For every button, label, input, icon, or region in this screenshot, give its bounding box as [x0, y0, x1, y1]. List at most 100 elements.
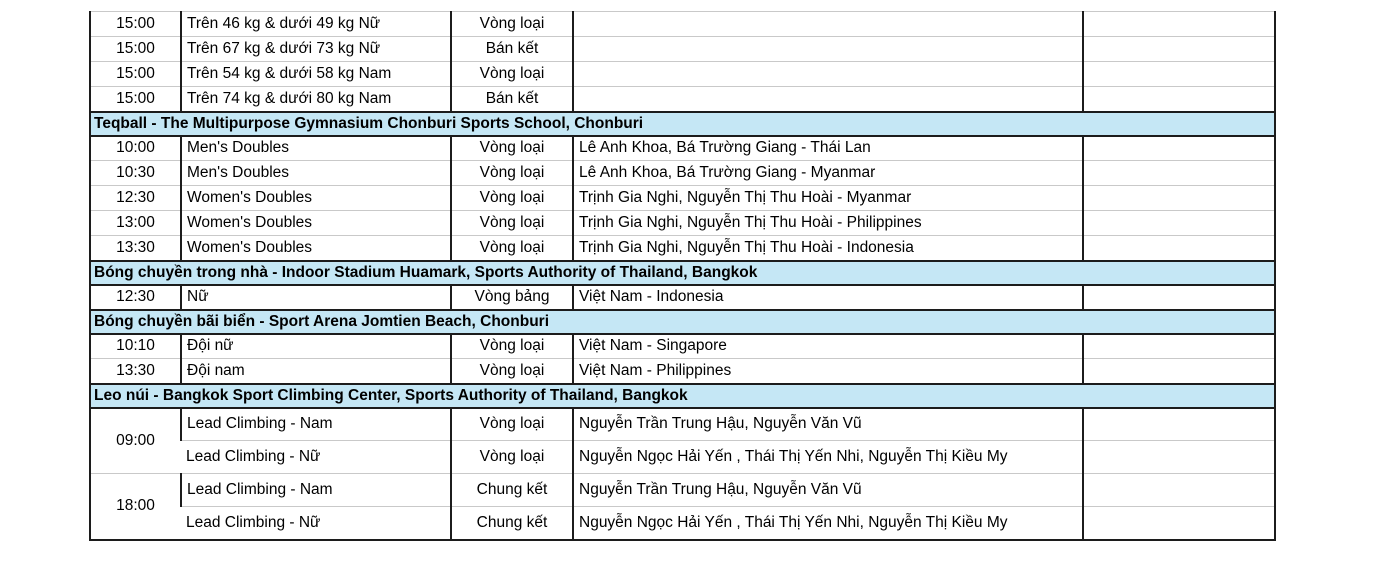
section-row: Bóng chuyền bãi biển - Sport Arena Jomti…: [90, 308, 1275, 335]
round-cell: Vòng loại: [450, 185, 573, 211]
result-cell: [1082, 135, 1275, 161]
result-cell: [1082, 86, 1275, 112]
result-cell: [1082, 185, 1275, 211]
participants-cell: Nguyễn Ngọc Hải Yến , Thái Thị Yến Nhi, …: [572, 440, 1083, 474]
event-cell: Women's Doubles: [180, 235, 451, 261]
participants-cell: Nguyễn Ngọc Hải Yến , Thái Thị Yến Nhi, …: [572, 506, 1083, 540]
time-cell: 12:30: [90, 284, 181, 310]
event-cell: Trên 46 kg & dưới 49 kg Nữ: [180, 11, 451, 37]
time-cell: 13:30: [90, 235, 181, 261]
section-row: Bóng chuyền trong nhà - Indoor Stadium H…: [90, 259, 1275, 286]
time-cell: 10:00: [90, 135, 181, 161]
result-cell: [1082, 160, 1275, 186]
schedule-body: 15:00 Trên 46 kg & dưới 49 kg Nữ Vòng loại…: [90, 11, 1275, 540]
table-row: 12:30 Women's Doubles Vòng loại Trịnh Gia N…: [90, 185, 1275, 211]
round-cell: Vòng loại: [450, 11, 573, 37]
participants-cell: [572, 36, 1083, 62]
table-row: 18:00 Lead Climbing - Nam Chung kết Nguyễn …: [90, 473, 1275, 540]
event-cell: Lead Climbing - Nữ: [181, 506, 451, 540]
time-cell: 15:00: [90, 61, 181, 87]
participants-cell: [572, 61, 1083, 87]
time-cell: 18:00: [90, 473, 181, 540]
result-cell: [1082, 284, 1275, 310]
schedule-sheet: 15:00 Trên 46 kg & dưới 49 kg Nữ Vòng loại…: [89, 11, 1276, 541]
round-cell: Vòng loại: [450, 135, 573, 161]
table-row: 15:00 Trên 67 kg & dưới 73 kg Nữ Bán kết: [90, 36, 1275, 62]
table-row: Lead Climbing - Nữ Vòng loại Nguyễn Ngọc H…: [90, 440, 1275, 474]
round-cell: Vòng loại: [450, 407, 573, 441]
event-cell: Nữ: [180, 284, 451, 310]
participants-cell: Nguyễn Trần Trung Hậu, Nguyễn Văn Vũ: [572, 473, 1083, 507]
event-cell: Men's Doubles: [180, 135, 451, 161]
round-cell: Bán kết: [450, 36, 573, 62]
section-header: Leo núi - Bangkok Sport Climbing Center,…: [90, 382, 1275, 409]
round-cell: Vòng loại: [450, 333, 573, 359]
table-row: 13:00 Women's Doubles Vòng loại Trịnh Gia N…: [90, 210, 1275, 236]
section-header: Bóng chuyền bãi biển - Sport Arena Jomti…: [90, 308, 1275, 335]
round-cell: Vòng loại: [450, 160, 573, 186]
result-cell: [1082, 473, 1275, 507]
participants-cell: Việt Nam - Singapore: [572, 333, 1083, 359]
event-cell: Lead Climbing - Nam: [180, 473, 451, 507]
table-row: 10:10 Đội nữ Vòng loại Việt Nam - Singapore: [90, 333, 1275, 359]
event-cell: Trên 74 kg & dưới 80 kg Nam: [180, 86, 451, 112]
round-cell: Vòng loại: [450, 440, 573, 474]
participants-cell: Trịnh Gia Nghi, Nguyễn Thị Thu Hoài - Ph…: [572, 210, 1083, 236]
section-header: Bóng chuyền trong nhà - Indoor Stadium H…: [90, 259, 1275, 286]
table-row: 13:30 Women's Doubles Vòng loại Trịnh Gia N…: [90, 235, 1275, 261]
table-row: 10:00 Men's Doubles Vòng loại Lê Anh Khoa, …: [90, 135, 1275, 161]
event-cell: Women's Doubles: [180, 185, 451, 211]
round-cell: Vòng loại: [450, 235, 573, 261]
time-cell: 15:00: [90, 11, 181, 37]
event-cell: Men's Doubles: [180, 160, 451, 186]
event-cell: Lead Climbing - Nữ: [181, 440, 451, 474]
time-cell: 15:00: [90, 36, 181, 62]
result-cell: [1082, 358, 1275, 384]
result-cell: [1082, 440, 1275, 474]
event-cell: Women's Doubles: [180, 210, 451, 236]
participants-cell: Lê Anh Khoa, Bá Trường Giang - Myanmar: [572, 160, 1083, 186]
time-cell: 13:30: [90, 358, 181, 384]
result-cell: [1082, 407, 1275, 441]
round-cell: Vòng bảng: [450, 284, 573, 310]
result-cell: [1082, 506, 1275, 540]
result-cell: [1082, 235, 1275, 261]
event-cell: Trên 67 kg & dưới 73 kg Nữ: [180, 36, 451, 62]
table-row: 12:30 Nữ Vòng bảng Việt Nam - Indonesia: [90, 284, 1275, 310]
table-row: 15:00 Trên 54 kg & dưới 58 kg Nam Vòng loạ…: [90, 61, 1275, 87]
participants-cell: [572, 86, 1083, 112]
table-row: 13:30 Đội nam Vòng loại Việt Nam - Philippi…: [90, 358, 1275, 384]
time-cell: 10:30: [90, 160, 181, 186]
result-cell: [1082, 333, 1275, 359]
result-cell: [1082, 11, 1275, 37]
participants-cell: Lê Anh Khoa, Bá Trường Giang - Thái Lan: [572, 135, 1083, 161]
event-cell: Trên 54 kg & dưới 58 kg Nam: [180, 61, 451, 87]
event-cell: Lead Climbing - Nam: [180, 407, 451, 441]
round-cell: Bán kết: [450, 86, 573, 112]
table-row: 09:00 Lead Climbing - Nam Vòng loại Nguyễn …: [90, 407, 1275, 474]
participants-cell: [572, 11, 1083, 37]
participants-cell: Trịnh Gia Nghi, Nguyễn Thị Thu Hoài - In…: [572, 235, 1083, 261]
section-header: Teqball - The Multipurpose Gymnasium Cho…: [90, 110, 1275, 137]
table-row: 10:30 Men's Doubles Vòng loại Lê Anh Khoa, …: [90, 160, 1275, 186]
time-cell: 12:30: [90, 185, 181, 211]
result-cell: [1082, 210, 1275, 236]
event-cell: Đội nữ: [180, 333, 451, 359]
time-cell: 15:00: [90, 86, 181, 112]
participants-cell: Việt Nam - Philippines: [572, 358, 1083, 384]
section-row: Teqball - The Multipurpose Gymnasium Cho…: [90, 110, 1275, 137]
time-cell: 13:00: [90, 210, 181, 236]
table-row: Lead Climbing - Nữ Chung kết Nguyễn Ngọc H…: [90, 506, 1275, 540]
table-row: 15:00 Trên 46 kg & dưới 49 kg Nữ Vòng loại: [90, 11, 1275, 37]
section-row: Leo núi - Bangkok Sport Climbing Center,…: [90, 382, 1275, 409]
participants-cell: Trịnh Gia Nghi, Nguyễn Thị Thu Hoài - My…: [572, 185, 1083, 211]
time-cell: 10:10: [90, 333, 181, 359]
time-cell: 09:00: [90, 407, 181, 474]
participants-cell: Việt Nam - Indonesia: [572, 284, 1083, 310]
result-cell: [1082, 36, 1275, 62]
schedule-table: 15:00 Trên 46 kg & dưới 49 kg Nữ Vòng loại…: [89, 11, 1276, 541]
round-cell: Chung kết: [450, 506, 573, 540]
result-cell: [1082, 61, 1275, 87]
participants-cell: Nguyễn Trần Trung Hậu, Nguyễn Văn Vũ: [572, 407, 1083, 441]
